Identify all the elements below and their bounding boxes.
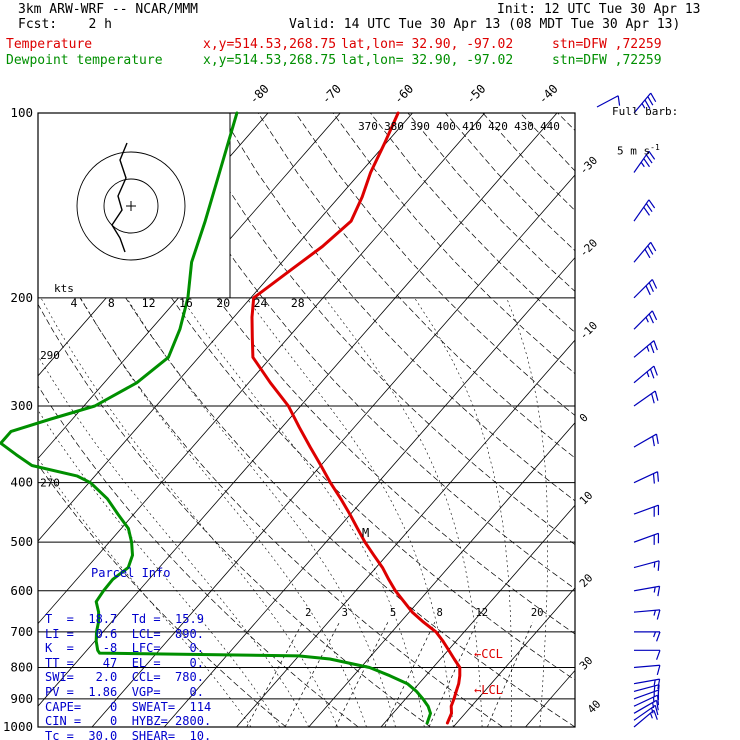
pressure-axis-label: 600	[10, 583, 33, 598]
isotherm-label-top: -40	[536, 82, 561, 107]
theta-label-top: 430	[514, 120, 534, 133]
hodograph-kts-label: kts	[54, 282, 74, 295]
temperature-row-latlon: lat,lon= 32.90, -97.02	[341, 37, 514, 52]
pressure-axis-label: 100	[10, 105, 33, 120]
mixing-ratio-label: 2	[305, 607, 311, 619]
annotation-lcl: ←LCL	[474, 683, 503, 697]
wind-barb-legend: Full barb: 5 m s-1	[612, 82, 678, 182]
dewpoint-row-latlon: lat,lon= 32.90, -97.02	[341, 53, 514, 68]
mixing-ratio-label: 3	[342, 607, 348, 619]
isotherm-label-right: 40	[585, 698, 604, 717]
hodograph	[76, 142, 186, 261]
pressure-axis-label: 500	[10, 534, 33, 549]
theta-label-top: 380	[384, 120, 404, 133]
hodograph-ring	[76, 151, 186, 261]
hodograph-scale-value: 16	[179, 296, 193, 310]
theta-label-top: 420	[488, 120, 508, 133]
hodograph-scale-value: 4	[71, 296, 78, 310]
hodograph-scale-value: 12	[142, 296, 156, 310]
parcel-info-lines: T = 18.7 Td = 15.9 LI = 0.6 LCL= 890. K …	[45, 611, 212, 740]
pressure-axis-label: 1000	[3, 719, 33, 734]
temperature-row-label: Temperature	[6, 37, 93, 52]
pressure-axis-label: 700	[10, 624, 33, 639]
hodograph-panel	[38, 113, 230, 298]
isotherm-label-right: 0	[577, 411, 591, 425]
plot-border	[37, 112, 576, 728]
isotherm-label-right: 30	[577, 654, 596, 673]
dewpoint-row-station: stn=DFW ,72259	[552, 53, 662, 68]
theta-label-left: 290	[40, 349, 60, 362]
mixing-ratio-label: 20	[531, 607, 544, 619]
hodograph-trace	[111, 142, 128, 253]
mixing-ratio-label: 8	[437, 607, 443, 619]
hodograph-ring	[103, 178, 159, 234]
isotherm-label-top: -80	[247, 82, 272, 107]
pressure-axis-label: 200	[10, 290, 33, 305]
mixing-ratio-label: 5	[390, 607, 396, 619]
theta-label-top: 410	[462, 120, 482, 133]
temperature-row-xy: x,y=514.53,268.75	[203, 37, 337, 52]
legend-title: Full barb:	[612, 105, 679, 118]
hodograph-scale-value: 20	[216, 296, 230, 310]
isotherm-label-right: -20	[577, 236, 600, 259]
init-time: Init: 12 UTC Tue 30 Apr 13	[497, 2, 701, 17]
model-title: 3km ARW-WRF -- NCAR/MMM	[18, 2, 199, 17]
hodograph-scale-value: 24	[254, 296, 268, 310]
isotherm-label-right: 20	[577, 571, 596, 590]
isotherm-label-right: -30	[577, 154, 600, 177]
dewpoint-curve	[0, 111, 432, 725]
pressure-axis-label: 400	[10, 475, 33, 490]
temperature-curve	[250, 111, 462, 725]
theta-label-top: 440	[540, 120, 560, 133]
hodograph-scale-value: 28	[291, 296, 305, 310]
isotherm-label-right: 10	[577, 489, 596, 508]
theta-label-left: 270	[40, 477, 60, 490]
annotation-m: M	[362, 526, 369, 540]
forecast-hour: Fcst: 2 h	[18, 17, 112, 32]
isotherm-label-top: -50	[463, 82, 488, 107]
theta-label-top: 390	[410, 120, 430, 133]
legend-unit: 5 m s-1	[617, 143, 660, 158]
isotherm-label-right: -10	[577, 319, 600, 342]
theta-label-top: 370	[358, 120, 378, 133]
parcel-info-panel: Parcel Info T = 18.7 Td = 15.9 LI = 0.6 …	[45, 537, 211, 740]
pressure-axis-label: 900	[10, 691, 33, 706]
temperature-row-station: stn=DFW ,72259	[552, 37, 662, 52]
annotation-ccl: ←CCL	[474, 647, 503, 661]
dewpoint-row-label: Dewpoint temperature	[6, 53, 163, 68]
theta-label-top: 400	[436, 120, 456, 133]
isotherm-label-top: -70	[319, 82, 344, 107]
wind-barbs	[596, 92, 661, 728]
isotherm-label-top: -60	[391, 82, 416, 107]
parcel-info-title: Parcel Info	[91, 566, 171, 581]
hodograph-scale-value: 8	[108, 296, 115, 310]
mixing-ratio-label: 12	[475, 607, 488, 619]
dewpoint-row-xy: x,y=514.53,268.75	[203, 53, 337, 68]
valid-time: Valid: 14 UTC Tue 30 Apr 13 (08 MDT Tue …	[289, 17, 681, 32]
pressure-axis-label: 800	[10, 659, 33, 674]
pressure-axis-label: 300	[10, 398, 33, 413]
